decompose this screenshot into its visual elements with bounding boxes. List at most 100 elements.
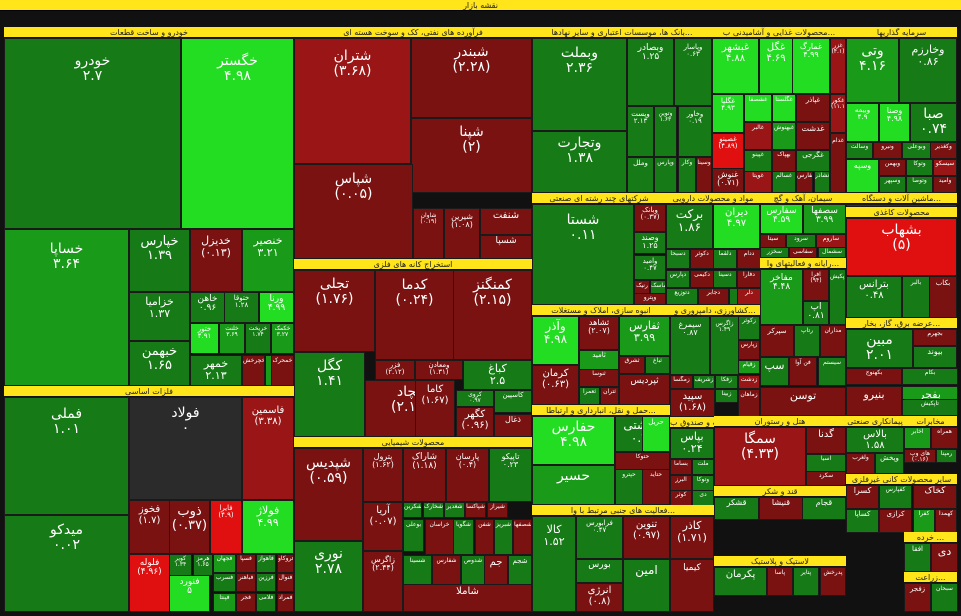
stock-tile[interactable]: زکوثر — [738, 316, 760, 340]
stock-tile[interactable]: سکرد — [806, 471, 846, 486]
stock-tile[interactable]: فلوله (۴.۹۶) — [129, 554, 170, 612]
stock-tile[interactable]: شصفها — [513, 519, 532, 555]
stock-tile[interactable]: بکاب — [929, 276, 957, 318]
stock-tile[interactable]: زبینا — [715, 389, 738, 403]
stock-tile[interactable]: وپارس — [654, 157, 677, 193]
stock-tile[interactable]: سصفها ۳.۹۹ — [803, 204, 846, 234]
stock-tile[interactable]: فایرا (۴.۹) — [210, 500, 242, 554]
stock-tile[interactable]: پکرمان — [714, 567, 767, 596]
stock-tile[interactable]: افرا (۹۴) — [803, 269, 829, 301]
stock-tile[interactable]: خزامیا ۱.۳۷ — [129, 292, 190, 341]
stock-tile[interactable]: زفکا — [715, 375, 738, 389]
stock-tile[interactable]: زمگسا — [670, 375, 693, 389]
stock-tile[interactable]: حتوکا — [615, 452, 670, 470]
stock-tile[interactable]: فخوز (۱.۷) — [129, 500, 170, 554]
stock-tile[interactable]: وبملت ۲.۳۶ — [532, 38, 627, 131]
stock-tile[interactable]: وبصادر ۱.۲۵ — [627, 38, 674, 106]
stock-tile[interactable]: ورنا ۴.۹۹ — [259, 292, 294, 323]
stock-tile[interactable]: فمراد — [277, 593, 294, 612]
stock-tile[interactable]: ذوب (۰.۳۷) — [169, 500, 210, 554]
stock-tile[interactable]: غویتا — [744, 171, 772, 193]
stock-tile[interactable]: البرز — [670, 475, 692, 491]
stock-tile[interactable]: بترانس ۰.۴۸ — [846, 276, 902, 318]
stock-tile[interactable]: دسینا — [713, 270, 737, 288]
stock-tile[interactable]: خراسان — [425, 519, 454, 555]
stock-tile[interactable]: ختوقا ۱.۲۸ — [224, 292, 259, 323]
stock-tile[interactable]: شگویا — [453, 519, 474, 555]
stock-tile[interactable]: ونیرو — [873, 142, 902, 159]
stock-tile[interactable]: کاسپین — [494, 390, 532, 413]
stock-tile[interactable]: وسالت — [846, 142, 873, 159]
stock-tile[interactable]: فجر — [236, 593, 256, 612]
stock-tile[interactable]: خپارس ۱.۳۹ — [129, 229, 190, 292]
stock-tile[interactable]: غگلپا ۴.۹۳ — [712, 94, 744, 133]
stock-tile[interactable]: وبهمن — [879, 159, 906, 176]
stock-tile[interactable]: شفن — [475, 519, 494, 555]
stock-tile[interactable]: شیراز — [487, 502, 508, 518]
stock-tile[interactable]: قنیشا — [759, 497, 803, 520]
stock-tile[interactable]: خچرخش — [242, 355, 265, 386]
stock-tile[interactable]: غپینو — [744, 150, 772, 172]
stock-tile[interactable]: بکهنوج — [846, 368, 902, 385]
stock-tile[interactable]: دیران ۴.۹۷ — [713, 204, 760, 249]
stock-tile[interactable]: شیرین (۱.۰۸) — [444, 208, 480, 259]
stock-tile[interactable]: کیمیا — [670, 559, 714, 612]
stock-tile[interactable]: ددام — [737, 249, 761, 269]
stock-tile[interactable]: تاپیکو ۰.۲۳ — [489, 448, 532, 502]
stock-tile[interactable]: نوری ۲.۷۸ — [294, 541, 363, 612]
stock-tile[interactable]: غگل ۴.۶۹ — [759, 38, 793, 94]
stock-tile[interactable]: وپترو — [634, 293, 666, 305]
stock-tile[interactable]: خلنت ۳.۶۹ — [219, 323, 245, 354]
stock-tile[interactable]: غنوش (۰.۷۱) — [712, 168, 744, 193]
stock-tile[interactable]: زاگرس ۱.۴۹ — [710, 316, 739, 375]
stock-tile[interactable]: زشریف — [693, 375, 715, 389]
stock-tile[interactable]: فملی ۱.۰۱ — [4, 397, 129, 515]
stock-tile[interactable]: قجام — [802, 497, 846, 520]
stock-tile[interactable]: دسبحا — [666, 249, 690, 269]
stock-tile[interactable]: کمنگنز (۲.۱۵) — [453, 270, 532, 360]
stock-tile[interactable]: فرزین — [256, 573, 276, 592]
stock-tile[interactable]: سیتا — [760, 234, 786, 248]
stock-tile[interactable]: پاسا — [767, 567, 793, 596]
stock-tile[interactable]: حپترو — [615, 469, 643, 505]
stock-tile[interactable]: شنفت — [480, 208, 532, 235]
stock-tile[interactable]: ثپردیس — [619, 374, 670, 405]
stock-tile[interactable]: وپست ۲.۱۳ — [627, 106, 654, 157]
stock-tile[interactable]: توسن — [760, 387, 846, 416]
stock-tile[interactable]: کفپارس — [879, 485, 912, 509]
stock-tile[interactable]: شفارس — [432, 555, 461, 585]
stock-tile[interactable]: فنوال — [277, 573, 294, 592]
stock-tile[interactable]: بوعلی — [403, 519, 424, 552]
stock-tile[interactable]: زماهان — [738, 389, 760, 417]
stock-tile[interactable]: فاسمین (۳.۳۸) — [242, 397, 294, 500]
stock-tile[interactable]: وتوین ۱.۶۳ — [654, 106, 677, 157]
stock-tile[interactable]: سیستم — [818, 357, 846, 386]
stock-tile[interactable]: وپخش — [875, 453, 904, 474]
stock-tile[interactable]: غکور(۱۱.۱۸) — [830, 94, 846, 133]
stock-tile[interactable]: بپاس ۰.۲۴ — [670, 428, 714, 459]
stock-tile[interactable]: ختور ۴.۹۱ — [190, 323, 219, 354]
stock-tile[interactable]: خگستر ۴.۹۸ — [181, 38, 294, 229]
stock-tile[interactable]: ومعادن (۱.۳۱) — [415, 360, 463, 380]
stock-tile[interactable]: وسپه — [846, 159, 879, 193]
stock-tile[interactable]: کدما (۰.۲۴) — [375, 270, 454, 360]
stock-tile[interactable]: حسیر — [532, 465, 615, 505]
stock-tile[interactable]: خکمک ۳.۲۷ — [271, 323, 294, 354]
stock-tile[interactable]: غمارگ ۴.۹۹ — [792, 38, 830, 94]
stock-tile[interactable]: پتایر — [793, 567, 819, 596]
stock-tile[interactable]: سبحان — [931, 583, 958, 612]
stock-tile[interactable]: پارسان (۰.۴) — [446, 448, 489, 502]
stock-tile[interactable]: برکت ۱.۸۶ — [666, 204, 713, 249]
stock-tile[interactable]: فروکاو — [277, 554, 294, 573]
stock-tile[interactable]: قشکر — [714, 497, 759, 520]
stock-tile[interactable]: غدام — [830, 133, 846, 193]
stock-tile[interactable]: ثشرق — [619, 356, 645, 374]
stock-tile[interactable]: رمپنا — [936, 449, 957, 463]
stock-tile[interactable]: شاراک (۱.۱۸) — [403, 448, 446, 502]
stock-tile[interactable]: وسینا — [696, 157, 712, 193]
stock-tile[interactable]: دفارا — [737, 270, 761, 288]
stock-tile[interactable]: شخارک — [423, 502, 444, 518]
stock-tile[interactable]: خمهر ۲.۱۳ — [190, 355, 242, 386]
stock-tile[interactable]: زپارس — [738, 340, 760, 360]
stock-tile[interactable]: دپارس — [666, 270, 690, 288]
